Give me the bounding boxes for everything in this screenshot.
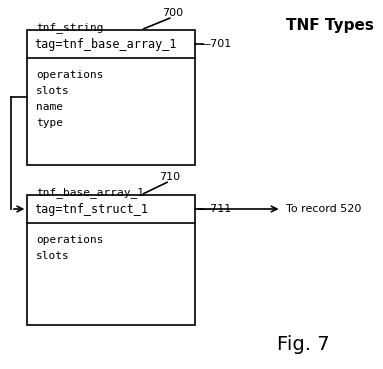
- Bar: [27, 30, 195, 165]
- Text: tnf_string: tnf_string: [36, 22, 104, 33]
- Text: tag=tnf_base_array_1: tag=tnf_base_array_1: [34, 38, 177, 51]
- Text: 710: 710: [159, 172, 180, 182]
- Text: —701: —701: [200, 39, 232, 49]
- Text: Fig. 7: Fig. 7: [277, 335, 330, 354]
- Text: TNF Types: TNF Types: [286, 18, 374, 33]
- Text: slots: slots: [36, 86, 70, 96]
- Text: tnf_base_array_1: tnf_base_array_1: [36, 187, 144, 198]
- Text: —711: —711: [200, 204, 232, 214]
- Text: slots: slots: [36, 251, 70, 261]
- Text: name: name: [36, 102, 63, 112]
- Text: operations: operations: [36, 70, 104, 80]
- Text: operations: operations: [36, 235, 104, 245]
- Text: type: type: [36, 118, 63, 128]
- Text: tag=tnf_struct_1: tag=tnf_struct_1: [34, 203, 149, 215]
- Bar: [27, 195, 195, 325]
- Text: 700: 700: [162, 8, 183, 18]
- Text: To record 520: To record 520: [286, 204, 362, 214]
